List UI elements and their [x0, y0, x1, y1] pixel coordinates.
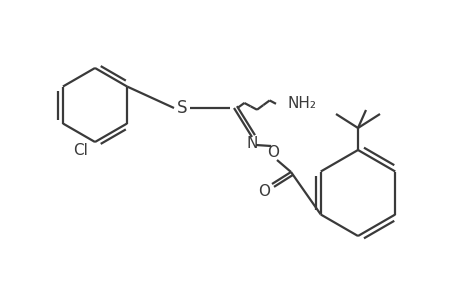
Text: S: S	[176, 99, 187, 117]
Text: Cl: Cl	[73, 142, 88, 158]
Text: N: N	[246, 136, 257, 151]
Text: O: O	[257, 184, 269, 200]
Text: NH₂: NH₂	[287, 95, 316, 110]
Text: O: O	[266, 145, 279, 160]
